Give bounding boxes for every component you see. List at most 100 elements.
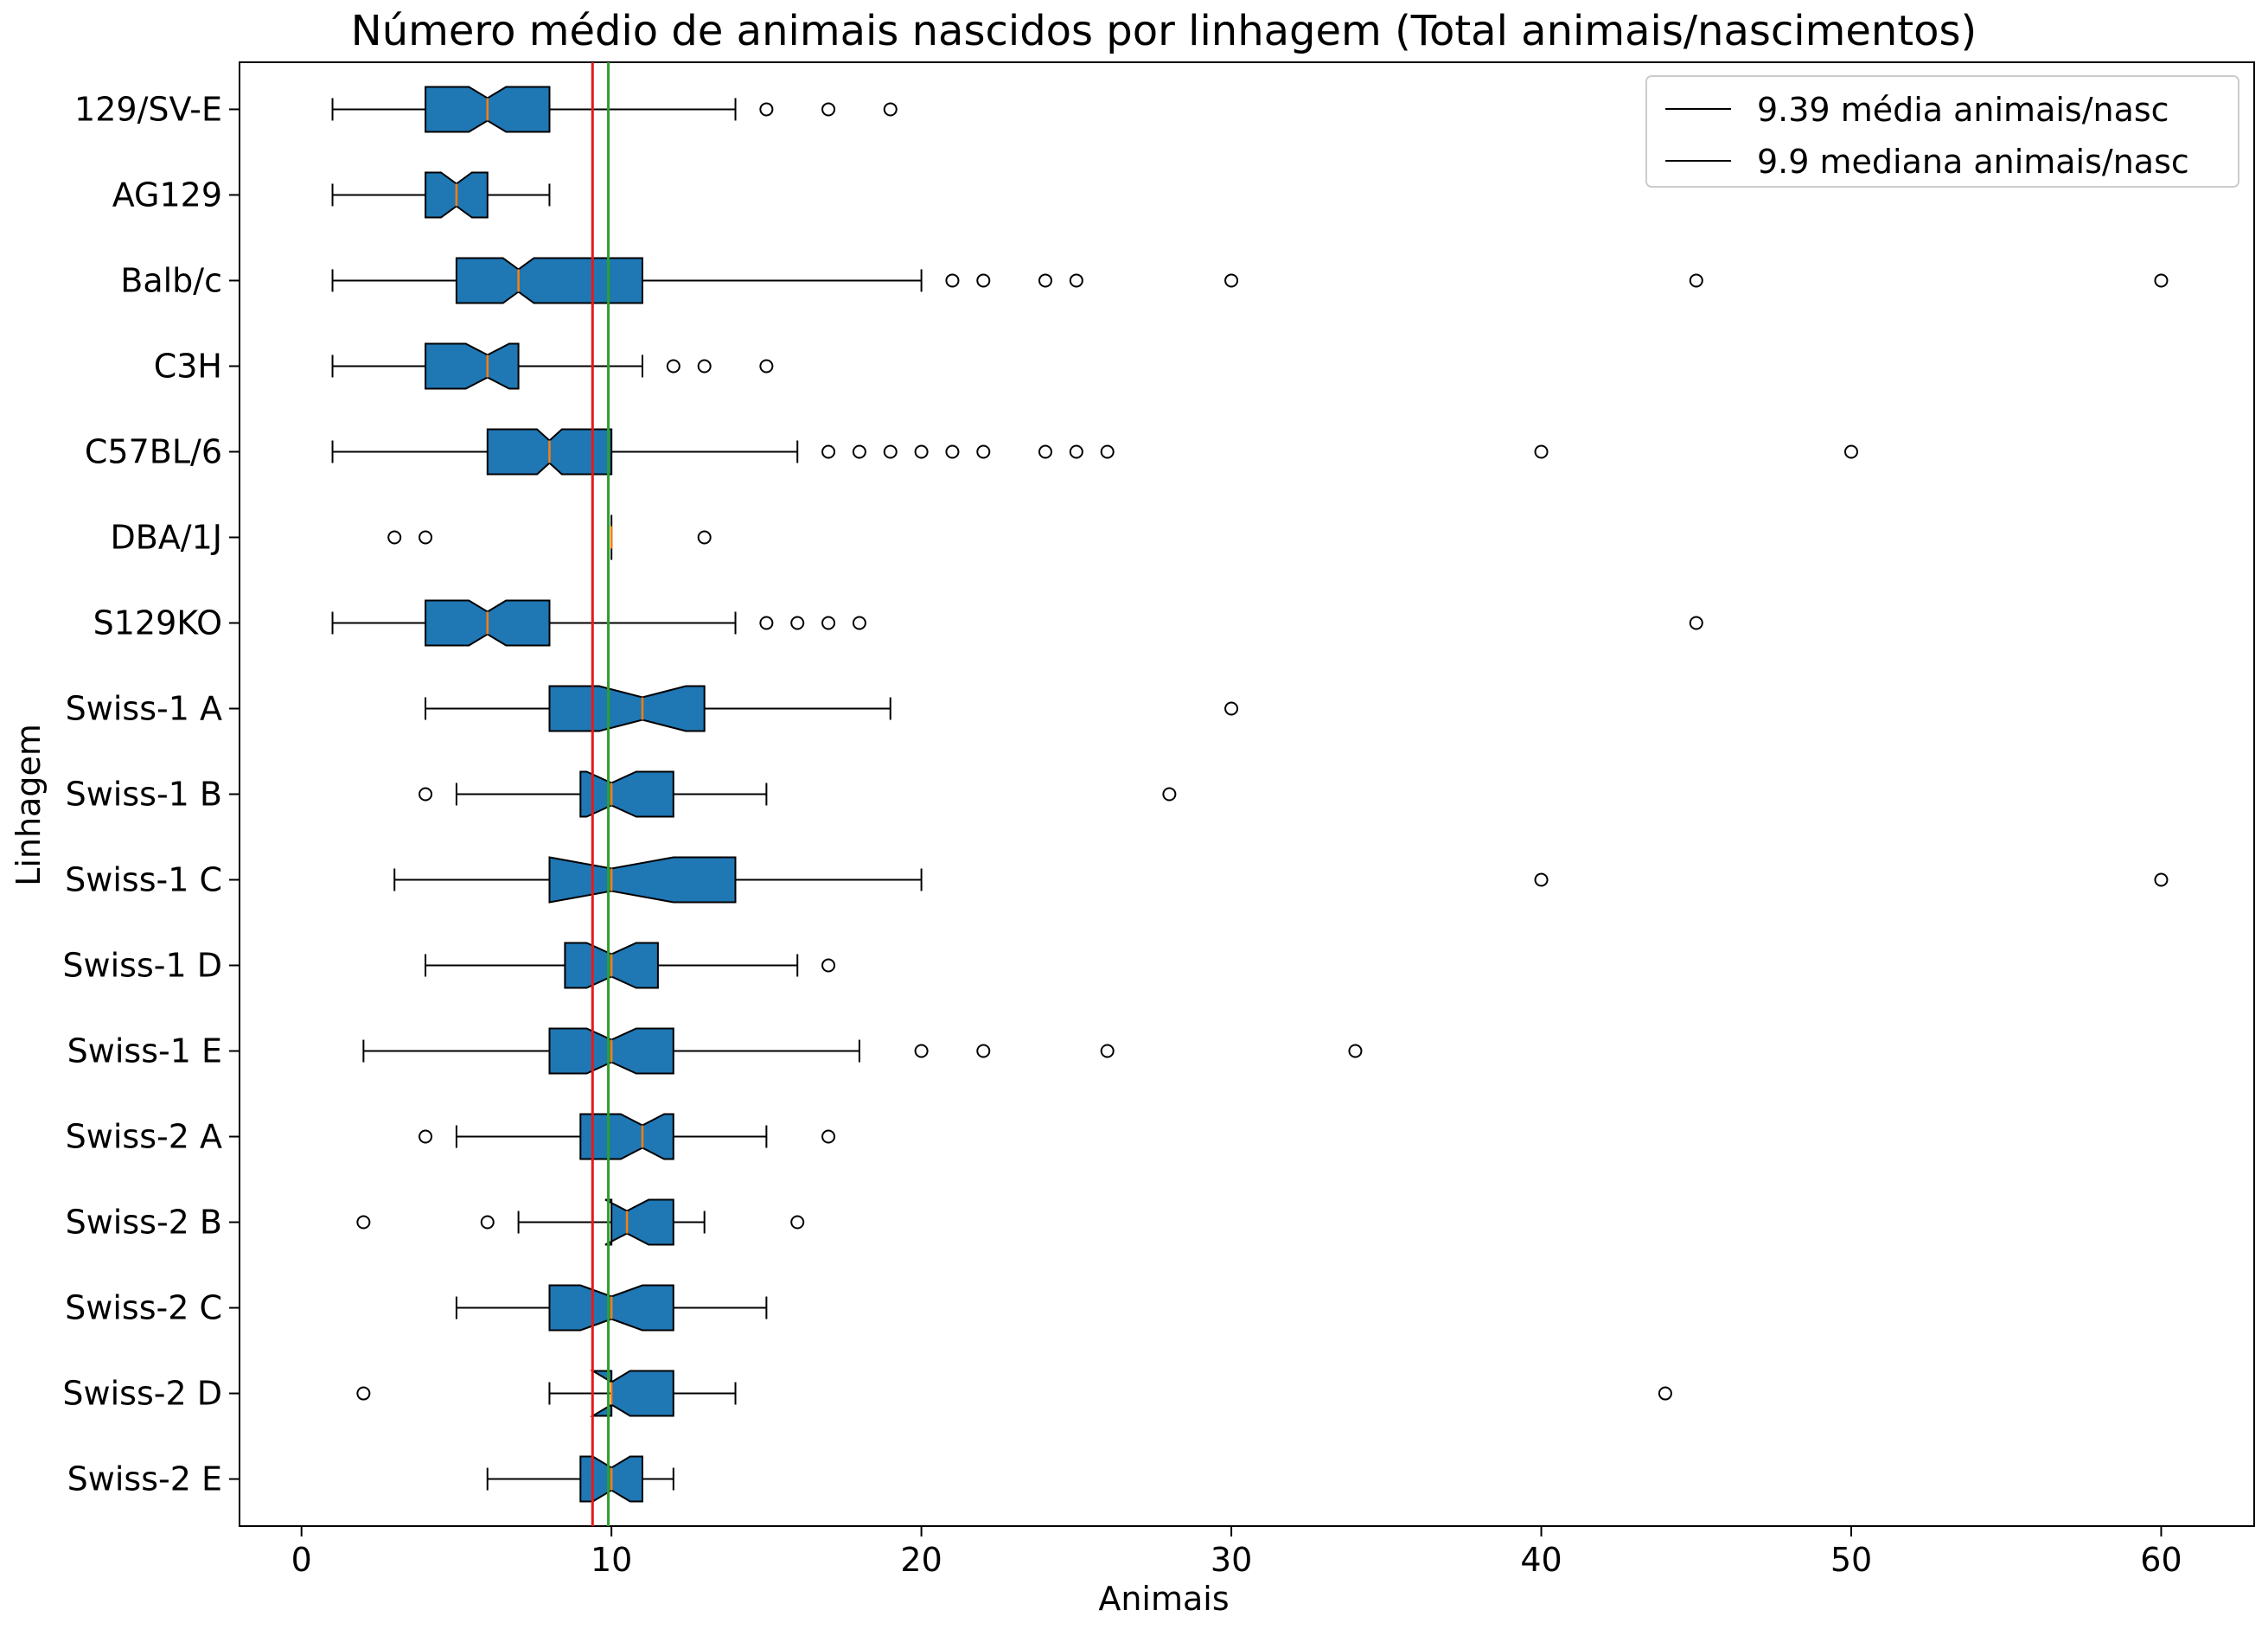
box-group [418, 1113, 836, 1160]
legend: 9.39 média animais/nasc 9.9 mediana anima… [1645, 75, 2239, 188]
x-tick-label: 60 [2140, 1541, 2182, 1579]
legend-frame [1645, 75, 2239, 188]
box-group [356, 1370, 1672, 1417]
flier-point [1069, 273, 1083, 288]
flier-point [759, 359, 774, 374]
flier-point [1534, 872, 1549, 887]
box-group [425, 942, 836, 989]
flier-point [883, 444, 898, 459]
flier-point [2154, 872, 2169, 887]
box-body [604, 1198, 674, 1246]
box-group [331, 86, 898, 133]
y-tick-label: Swiss-1 B [66, 776, 222, 814]
flier-point [976, 444, 991, 459]
flier-point [945, 444, 960, 459]
flier-point [1162, 787, 1177, 802]
box-group [331, 257, 2169, 304]
box-body [579, 1113, 674, 1160]
x-tick-label: 0 [291, 1541, 312, 1579]
y-tick-label: C57BL/6 [85, 432, 222, 470]
flier-point [883, 102, 898, 117]
x-tick-label: 40 [1520, 1541, 1562, 1579]
flier-point [821, 958, 836, 973]
flier-point [1224, 273, 1239, 288]
y-tick-label: Swiss-1 C [65, 861, 222, 899]
flier-point [387, 530, 402, 545]
flier-point [852, 444, 866, 459]
plot-area: 0 10 20 30 40 50 60 129/SV-E AG129 Balb/c C3H C57BL… [62, 61, 2255, 1579]
flier-point [356, 1215, 371, 1230]
y-tick-label: Balb/c [120, 261, 222, 299]
flier-point [821, 102, 836, 117]
flier-point [666, 359, 680, 374]
flier-point [418, 787, 433, 802]
flier-point [1038, 273, 1052, 288]
legend-label: 9.39 média animais/nasc [1757, 91, 2169, 129]
flier-point [356, 1386, 371, 1401]
flier-point [1658, 1386, 1672, 1401]
box-group [331, 428, 1858, 476]
box-group [486, 1455, 674, 1503]
flier-point [790, 1215, 805, 1230]
flier-point [790, 616, 805, 630]
y-tick-label: Swiss-1 A [66, 689, 222, 727]
box-group [393, 856, 2169, 904]
flier-point [480, 1215, 495, 1230]
y-tick-label: Swiss-1 D [62, 947, 222, 985]
flier-point [1534, 444, 1549, 459]
y-tick-label: Swiss-2 D [62, 1375, 222, 1413]
y-tick-label: 129/SV-E [74, 90, 222, 128]
flier-point [697, 359, 712, 374]
y-axis-label: Linhagem [10, 724, 48, 886]
box-body [548, 856, 737, 904]
x-tick-label: 30 [1211, 1541, 1252, 1579]
chart-title: Número médio de animais nascidos por lin… [351, 7, 1977, 55]
flier-point [945, 273, 960, 288]
flier-point [1224, 701, 1239, 716]
flier-point [418, 530, 433, 545]
flier-point [1100, 1044, 1115, 1058]
flier-point [821, 1129, 836, 1144]
flier-point [976, 1044, 991, 1058]
flier-point [1038, 444, 1052, 459]
box-group [425, 685, 1239, 732]
flier-point [759, 616, 774, 630]
x-axis-label: Animais [1098, 1580, 1229, 1618]
y-tick-label: Swiss-2 C [65, 1289, 222, 1327]
box-group [331, 342, 774, 390]
flier-point [697, 530, 712, 545]
y-tick-label: Swiss-2 A [66, 1118, 222, 1156]
flier-point [1689, 616, 1703, 630]
box-group [331, 171, 551, 219]
flier-point [821, 616, 836, 630]
y-tick-label: S129KO [93, 604, 222, 642]
x-tick-label: 10 [591, 1541, 632, 1579]
box-group [331, 599, 1703, 647]
flier-point [759, 102, 774, 117]
flier-point [1069, 444, 1083, 459]
y-tick-label: Swiss-2 B [66, 1204, 222, 1242]
flier-point [2154, 273, 2169, 288]
box-body [579, 770, 674, 818]
flier-point [852, 616, 866, 630]
box-group [418, 770, 1177, 818]
y-tick-label: Swiss-1 E [67, 1032, 222, 1070]
box-body [425, 342, 520, 390]
x-tick-label: 50 [1830, 1541, 1872, 1579]
box-group [455, 1284, 768, 1332]
flier-point [1844, 444, 1858, 459]
flier-point [821, 444, 836, 459]
flier-point [914, 1044, 929, 1058]
x-tick-label: 20 [900, 1541, 942, 1579]
flier-point [914, 444, 929, 459]
box-group [387, 514, 712, 560]
flier-point [976, 273, 991, 288]
legend-label: 9.9 mediana animais/nasc [1757, 143, 2189, 181]
box-body [455, 257, 643, 304]
y-tick-label: C3H [154, 347, 222, 385]
y-tick-label: AG129 [112, 176, 222, 214]
flier-point [1689, 273, 1703, 288]
